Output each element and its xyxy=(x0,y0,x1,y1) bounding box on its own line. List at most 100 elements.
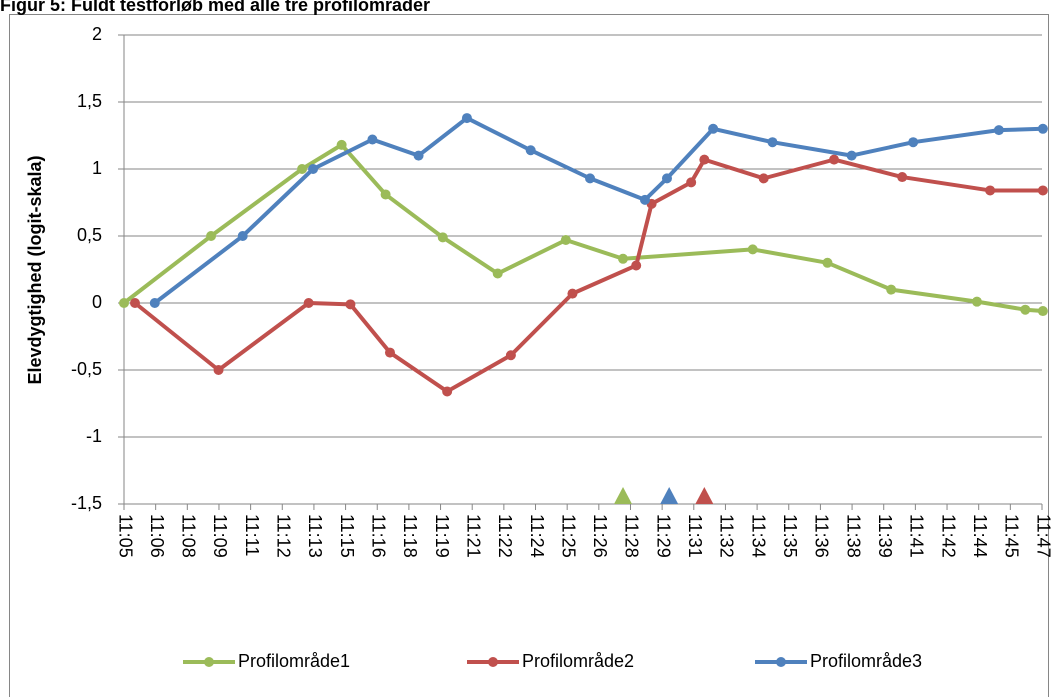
data-point xyxy=(505,350,516,361)
x-tick-label: 11:36 xyxy=(812,514,832,558)
y-tick-label: -1,5 xyxy=(71,493,102,513)
x-tick-label: 11:35 xyxy=(780,514,800,558)
data-point xyxy=(846,150,857,161)
x-tick-label: 11:32 xyxy=(717,514,737,558)
data-point xyxy=(384,347,395,358)
x-tick-label: 11:08 xyxy=(179,514,199,558)
y-tick-label: -1 xyxy=(86,426,102,446)
end-marker xyxy=(614,487,633,504)
data-point xyxy=(985,185,996,196)
y-tick-label: 1,5 xyxy=(77,91,102,111)
x-tick-label: 11:41 xyxy=(907,514,927,558)
series-line xyxy=(133,157,1043,394)
x-tick-label: 11:22 xyxy=(495,514,515,558)
data-point xyxy=(380,189,391,200)
data-point xyxy=(206,231,217,241)
data-point xyxy=(767,137,778,148)
end-marker xyxy=(695,487,714,504)
data-point xyxy=(461,113,472,124)
chart-border xyxy=(9,14,1049,697)
y-tick-label: 0,5 xyxy=(77,225,102,245)
legend-marker xyxy=(488,657,498,667)
x-tick-label: 11:09 xyxy=(210,514,230,558)
x-tick-label: 11:24 xyxy=(527,514,547,558)
data-point xyxy=(345,299,356,310)
legend-label: Profilområde3 xyxy=(810,651,922,671)
x-tick-label: 11:39 xyxy=(875,514,895,558)
x-tick-label: 11:45 xyxy=(1002,514,1022,558)
data-point xyxy=(908,137,919,148)
series-line xyxy=(153,116,1043,305)
x-tick-label: 11:21 xyxy=(463,514,483,558)
x-tick-label: 11:06 xyxy=(147,514,167,558)
y-tick-label: 1 xyxy=(92,158,102,178)
series-line xyxy=(122,142,1044,314)
data-point xyxy=(897,172,908,183)
data-point xyxy=(308,164,319,174)
x-tick-label: 11:16 xyxy=(368,514,388,558)
data-point xyxy=(661,173,672,184)
data-point xyxy=(618,253,629,264)
data-point xyxy=(437,232,448,243)
data-point xyxy=(525,145,536,156)
x-tick-label: 11:19 xyxy=(432,514,452,558)
data-point xyxy=(560,235,571,246)
chart-title: Figur 5: Fuldt testforløb med alle tre p… xyxy=(0,0,430,15)
data-point xyxy=(336,139,347,150)
data-point xyxy=(631,260,642,271)
x-tick-label: 11:31 xyxy=(685,514,705,558)
x-tick-label: 11:34 xyxy=(748,514,768,558)
data-point xyxy=(149,298,160,308)
data-point xyxy=(822,257,833,268)
x-tick-label: 11:18 xyxy=(400,514,420,558)
x-tick-label: 11:25 xyxy=(558,514,578,558)
data-point xyxy=(303,298,314,308)
data-point xyxy=(1020,304,1031,315)
data-point xyxy=(1037,123,1048,134)
x-tick-label: 11:38 xyxy=(843,514,863,558)
data-point xyxy=(699,154,710,165)
data-point xyxy=(367,134,378,145)
x-tick-label: 11:47 xyxy=(1033,514,1051,558)
data-point xyxy=(971,296,982,307)
data-point xyxy=(747,244,758,255)
x-tick-label: 11:44 xyxy=(970,514,990,558)
data-point xyxy=(829,154,840,165)
data-point xyxy=(119,298,129,308)
x-tick-label: 11:29 xyxy=(653,514,673,558)
legend-marker xyxy=(204,657,214,667)
y-tick-label: 2 xyxy=(92,24,102,44)
data-point xyxy=(993,125,1004,136)
y-tick-label: 0 xyxy=(92,292,102,312)
data-point xyxy=(297,164,308,174)
x-tick-label: 11:26 xyxy=(590,514,610,558)
x-tick-label: 11:15 xyxy=(337,514,357,558)
end-marker xyxy=(660,487,679,504)
x-tick-label: 11:11 xyxy=(242,514,262,556)
data-point xyxy=(1037,185,1048,196)
legend-label: Profilområde2 xyxy=(522,651,634,671)
data-point xyxy=(237,231,248,241)
x-tick-label: 11:12 xyxy=(274,514,294,558)
data-point xyxy=(686,177,697,188)
x-tick-label: 11:42 xyxy=(938,514,958,558)
data-point xyxy=(213,365,224,375)
x-tick-label: 11:28 xyxy=(622,514,642,558)
data-point xyxy=(886,284,897,295)
data-point xyxy=(492,268,503,279)
data-point xyxy=(442,386,453,397)
data-point xyxy=(639,194,650,205)
y-axis-label: Elevdygtighed (logit-skala) xyxy=(25,155,45,384)
x-tick-label: 11:05 xyxy=(115,514,135,558)
data-point xyxy=(758,173,769,184)
data-point xyxy=(567,288,578,299)
data-point xyxy=(129,298,140,308)
legend-marker xyxy=(776,657,786,667)
x-tick-label: 11:13 xyxy=(305,514,325,558)
data-point xyxy=(413,150,424,161)
data-point xyxy=(708,123,719,134)
y-tick-label: -0,5 xyxy=(71,359,102,379)
data-point xyxy=(1037,306,1048,317)
legend-label: Profilområde1 xyxy=(238,651,350,671)
